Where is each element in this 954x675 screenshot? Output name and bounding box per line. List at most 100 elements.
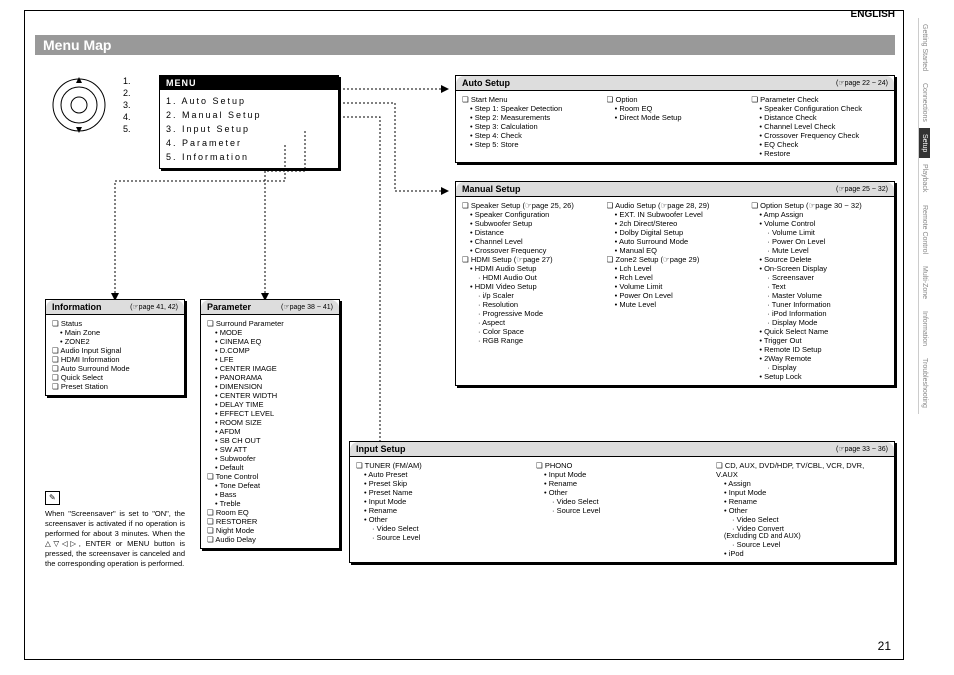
list-item: Power On Level xyxy=(607,291,744,300)
menu-item-manual: 2. Manual Setup xyxy=(166,108,332,122)
list-item: Video Select xyxy=(716,515,888,524)
list-item: DELAY TIME xyxy=(207,400,333,409)
list-item: Volume Control xyxy=(751,219,888,228)
card-title: Parameter xyxy=(207,302,251,312)
footnote: ✎ When "Screensaver" is set to "ON", the… xyxy=(45,491,185,569)
list-item: Display xyxy=(751,363,888,372)
card-pageref: (☞page 25 ~ 32) xyxy=(836,185,888,193)
list-item: Mute Level xyxy=(751,246,888,255)
list-item: Other xyxy=(716,506,888,515)
list-item: Video Select xyxy=(536,497,708,506)
side-tab[interactable]: Connections xyxy=(918,77,930,128)
card-title: Input Setup xyxy=(356,444,406,454)
list-item: Start Menu xyxy=(462,95,599,104)
side-tab[interactable]: Multi-Zone xyxy=(918,260,930,305)
menu-item-parameter: 4. Parameter xyxy=(166,136,332,150)
list-item: Volume Limit xyxy=(607,282,744,291)
list-item: Speaker Setup (☞page 25, 26) xyxy=(462,201,599,210)
page-number: 21 xyxy=(878,639,891,653)
list-item: Tone Defeat xyxy=(207,481,333,490)
list-item: Crossover Frequency Check xyxy=(751,131,888,140)
list-item: Rename xyxy=(356,506,528,515)
list-item: Master Volume xyxy=(751,291,888,300)
card-manual-setup: Manual Setup(☞page 25 ~ 32)Speaker Setup… xyxy=(455,181,895,386)
list-item: i/p Scaler xyxy=(462,291,599,300)
list-item: SB CH OUT xyxy=(207,436,333,445)
dial-n1: 1. xyxy=(123,75,131,87)
list-item: Quick Select xyxy=(52,373,178,382)
list-item: Crossover Frequency xyxy=(462,246,599,255)
side-tab[interactable]: Troubleshooting xyxy=(918,352,930,414)
side-tab[interactable]: Getting Started xyxy=(918,18,930,77)
list-item: Volume Limit xyxy=(751,228,888,237)
list-item: Amp Assign xyxy=(751,210,888,219)
list-item: Distance Check xyxy=(751,113,888,122)
list-item: Step 3: Calculation xyxy=(462,122,599,131)
dial-n3: 3. xyxy=(123,99,131,111)
list-item: Quick Select Name xyxy=(751,327,888,336)
note-icon: ✎ xyxy=(45,491,60,505)
list-item: Subwoofer xyxy=(207,454,333,463)
side-tab[interactable]: Playback xyxy=(918,158,930,198)
list-item: Video Convert xyxy=(716,524,888,533)
dial-numbers: 1. 2. 3. 4. 5. xyxy=(123,75,131,135)
list-item: Speaker Configuration Check xyxy=(751,104,888,113)
list-item: PHONO xyxy=(536,461,708,470)
list-item: Rename xyxy=(716,497,888,506)
side-tab[interactable]: Remote Control xyxy=(918,199,930,260)
list-item: Step 2: Measurements xyxy=(462,113,599,122)
side-tab[interactable]: Information xyxy=(918,305,930,352)
list-item: HDMI Information xyxy=(52,355,178,364)
list-item: Lch Level xyxy=(607,264,744,273)
list-item: Step 5: Store xyxy=(462,140,599,149)
list-item: CINEMA EQ xyxy=(207,337,333,346)
list-item: Input Mode xyxy=(716,488,888,497)
list-item: Room EQ xyxy=(607,104,744,113)
card-title: Auto Setup xyxy=(462,78,510,88)
list-item: CENTER IMAGE xyxy=(207,364,333,373)
list-item: Step 4: Check xyxy=(462,131,599,140)
list-item: Tone Control xyxy=(207,472,333,481)
list-item: RGB Range xyxy=(462,336,599,345)
list-item: Audio Delay xyxy=(207,535,333,544)
list-item: Subwoofer Setup xyxy=(462,219,599,228)
dial-illustration: 1. 2. 3. 4. 5. xyxy=(49,75,149,155)
list-item: Source Level xyxy=(536,506,708,515)
list-item: D.COMP xyxy=(207,346,333,355)
card-pageref: (☞page 33 ~ 36) xyxy=(836,445,888,453)
dial-n4: 4. xyxy=(123,111,131,123)
list-item: AFDM xyxy=(207,427,333,436)
list-item: CENTER WIDTH xyxy=(207,391,333,400)
list-item: Main Zone xyxy=(52,328,178,337)
list-item: Surround Parameter xyxy=(207,319,333,328)
menu-item-information: 5. Information xyxy=(166,150,332,164)
list-item: Progressive Mode xyxy=(462,309,599,318)
card-parameter: Parameter(☞page 38 ~ 41)Surround Paramet… xyxy=(200,299,340,549)
list-item: Screensaver xyxy=(751,273,888,282)
list-item: CD, AUX, DVD/HDP, TV/CBL, VCR, DVR, V.AU… xyxy=(716,461,888,479)
list-item: Other xyxy=(536,488,708,497)
card-pageref: (☞page 41, 42) xyxy=(130,303,178,311)
list-item: Channel Level xyxy=(462,237,599,246)
list-item: Aspect xyxy=(462,318,599,327)
side-tab[interactable]: Setup xyxy=(918,128,930,158)
list-item: Speaker Configuration xyxy=(462,210,599,219)
list-item: Input Mode xyxy=(536,470,708,479)
list-item: Manual EQ xyxy=(607,246,744,255)
list-item: Video Select xyxy=(356,524,528,533)
menu-list: 1. Auto Setup 2. Manual Setup 3. Input S… xyxy=(160,90,338,168)
list-item: Restore xyxy=(751,149,888,158)
list-item: Status xyxy=(52,319,178,328)
list-item: Input Mode xyxy=(356,497,528,506)
list-item: Setup Lock xyxy=(751,372,888,381)
list-item: Channel Level Check xyxy=(751,122,888,131)
list-item: Dolby Digital Setup xyxy=(607,228,744,237)
list-item: (Excluding CD and AUX) xyxy=(716,533,888,540)
card-title: Information xyxy=(52,302,102,312)
list-item: MODE xyxy=(207,328,333,337)
list-item: Default xyxy=(207,463,333,472)
list-item: Trigger Out xyxy=(751,336,888,345)
card-input-setup: Input Setup(☞page 33 ~ 36)TUNER (FM/AM)A… xyxy=(349,441,895,563)
list-item: Source Level xyxy=(356,533,528,542)
list-item: Source Delete xyxy=(751,255,888,264)
